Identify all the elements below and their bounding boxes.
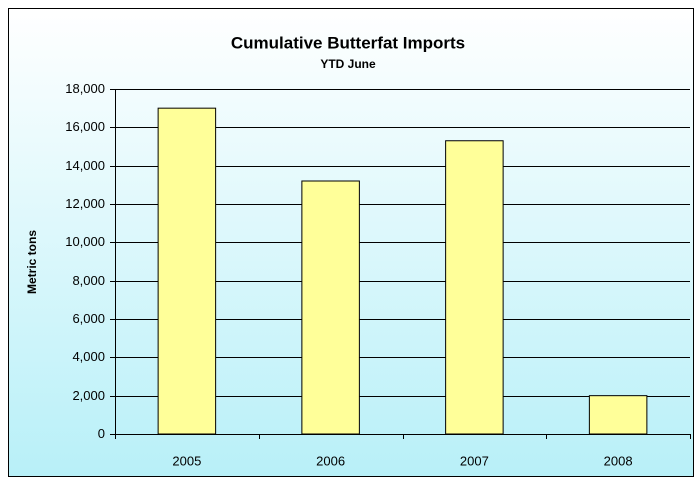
y-tick-label: 12,000 xyxy=(65,196,105,211)
bar xyxy=(588,395,648,435)
y-tick-label: 4,000 xyxy=(72,349,105,364)
x-tick-label: 2007 xyxy=(460,453,489,468)
x-tick-label: 2008 xyxy=(604,453,633,468)
chart-subtitle: YTD June xyxy=(320,57,376,71)
y-tick-label: 16,000 xyxy=(65,119,105,134)
y-tick-label: 6,000 xyxy=(72,311,105,326)
y-axis-label: Metric tons xyxy=(25,230,39,294)
chart-title: Cumulative Butterfat Imports xyxy=(231,33,465,52)
bar xyxy=(157,107,217,435)
x-tick-label: 2006 xyxy=(316,453,345,468)
y-tick-label: 18,000 xyxy=(65,81,105,96)
y-tick-label: 2,000 xyxy=(72,388,105,403)
y-tick-label: 0 xyxy=(98,426,105,441)
y-tick-label: 8,000 xyxy=(72,273,105,288)
x-tick-label: 2005 xyxy=(172,453,201,468)
bar xyxy=(301,180,360,435)
bar xyxy=(445,140,504,435)
y-tick-label: 14,000 xyxy=(65,158,105,173)
y-tick-label: 10,000 xyxy=(65,234,105,249)
